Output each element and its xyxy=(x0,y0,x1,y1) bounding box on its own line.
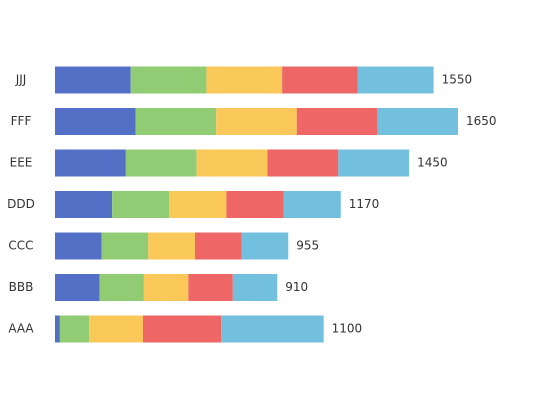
bar-segment xyxy=(338,149,410,177)
bar-segment xyxy=(206,66,283,94)
bar-segment xyxy=(55,108,136,135)
bar-segment xyxy=(357,66,434,94)
bar-segment xyxy=(194,232,242,260)
bar-segment xyxy=(55,149,126,177)
y-tick-label: EEE xyxy=(10,156,33,170)
bar-segment xyxy=(55,274,100,301)
bar-segment xyxy=(101,232,149,260)
bar-segment xyxy=(216,108,297,135)
bar-segment xyxy=(55,191,113,218)
bar-segment xyxy=(169,191,227,218)
y-tick-label: AAA xyxy=(8,322,34,336)
bar-segment xyxy=(241,232,289,260)
bar-segment xyxy=(55,315,60,343)
y-tick-label: FFF xyxy=(11,114,32,128)
y-tick-label: DDD xyxy=(7,197,35,211)
bar-segment xyxy=(99,274,144,301)
total-label: 955 xyxy=(296,239,319,253)
bar-segment xyxy=(125,149,197,177)
bar-segment xyxy=(59,315,90,343)
bar-segment xyxy=(221,315,324,343)
bar-segment xyxy=(296,108,378,135)
bar-segment xyxy=(283,191,341,218)
bar-segment xyxy=(130,66,207,94)
bar-segment xyxy=(267,149,339,177)
bar-segment xyxy=(232,274,278,301)
y-tick-label: JJJ xyxy=(15,73,27,87)
bar-segment xyxy=(89,315,143,343)
total-label: 1550 xyxy=(442,73,473,87)
bar-segment xyxy=(55,232,102,260)
total-label: 1650 xyxy=(466,114,497,128)
total-label: 910 xyxy=(285,280,308,294)
bar-segment xyxy=(188,274,233,301)
bar-segment xyxy=(148,232,195,260)
y-tick-label: BBB xyxy=(9,280,34,294)
bar-segment xyxy=(282,66,358,94)
bar-segment xyxy=(143,274,189,301)
bar-segment xyxy=(135,108,217,135)
total-label: 1170 xyxy=(349,197,380,211)
bar-segment xyxy=(226,191,284,218)
bar-segment xyxy=(55,66,131,94)
bar-segment xyxy=(142,315,222,343)
bar-segment xyxy=(377,108,458,135)
total-label: 1450 xyxy=(417,156,448,170)
y-tick-label: CCC xyxy=(8,239,33,253)
bar-segment xyxy=(196,149,268,177)
bar-segment xyxy=(112,191,170,218)
total-label: 1100 xyxy=(332,322,363,336)
